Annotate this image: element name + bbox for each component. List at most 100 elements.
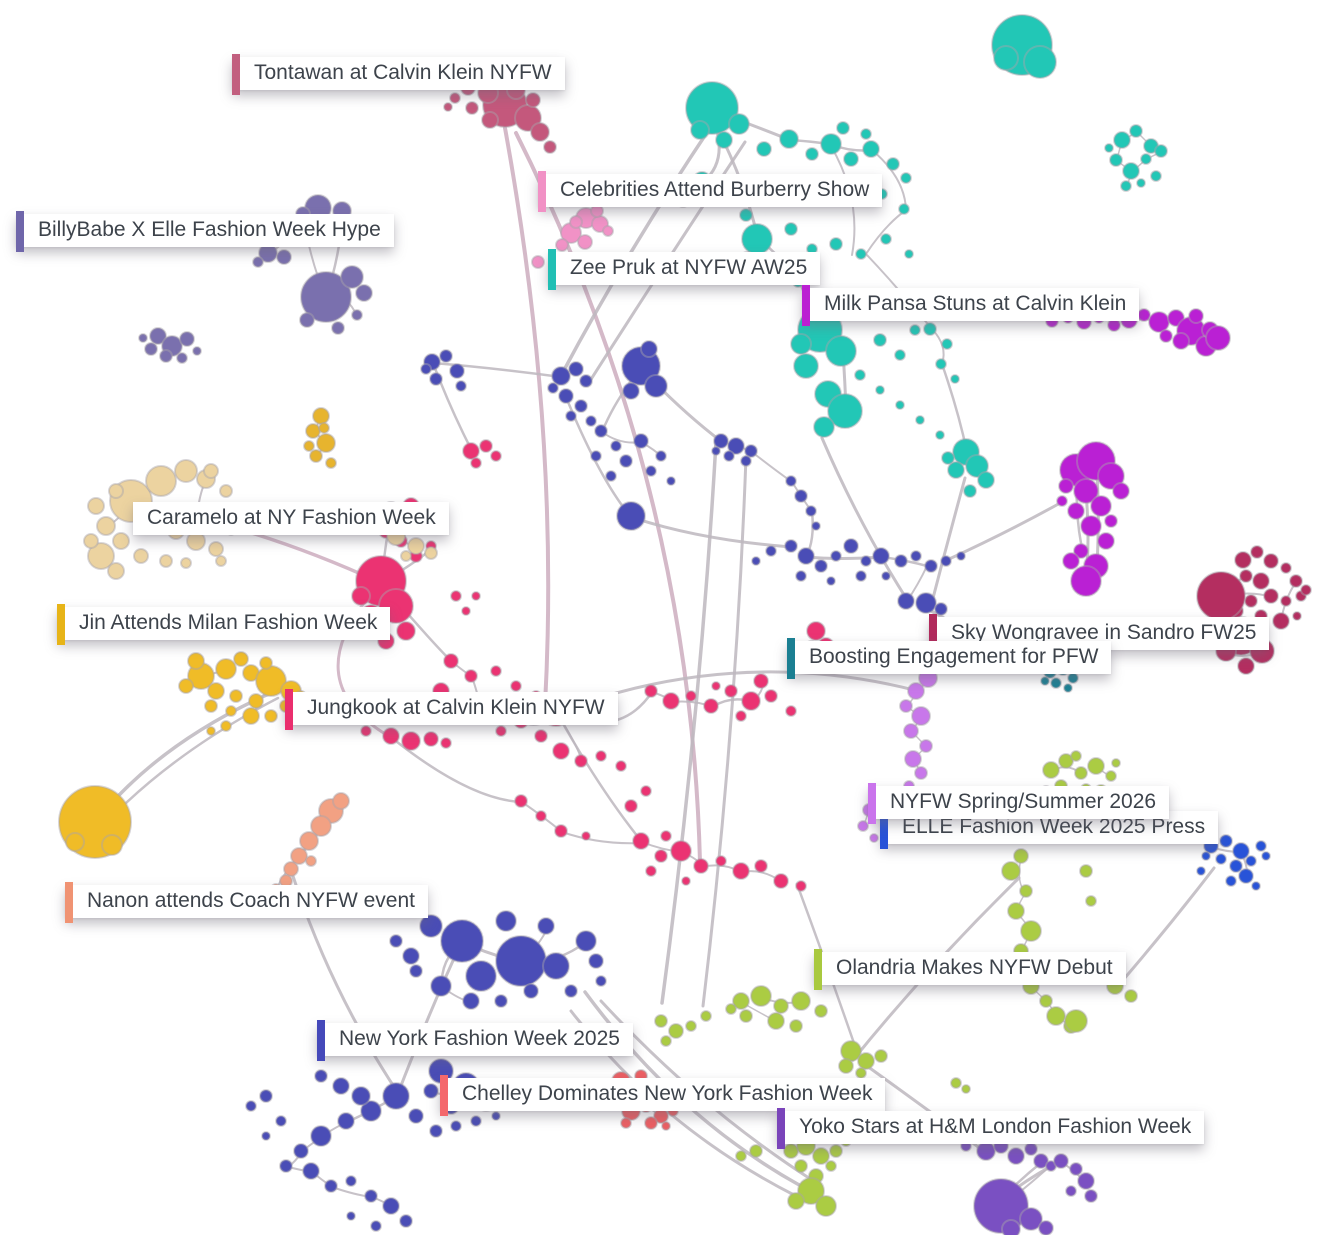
cluster-node[interactable] — [830, 550, 842, 562]
cluster-node[interactable] — [594, 424, 608, 438]
cluster-node[interactable] — [860, 128, 872, 140]
cluster-node[interactable] — [941, 338, 953, 350]
cluster-node[interactable] — [314, 1069, 328, 1083]
cluster-node[interactable] — [973, 1178, 1029, 1234]
cluster-node[interactable] — [1137, 308, 1151, 322]
cluster-node[interactable] — [1154, 144, 1168, 158]
cluster-node[interactable] — [440, 737, 452, 749]
cluster-node[interactable] — [555, 238, 569, 252]
cluster-node[interactable] — [797, 547, 815, 565]
cluster-node[interactable] — [462, 442, 480, 460]
cluster-node[interactable] — [275, 1115, 287, 1127]
cluster-node[interactable] — [1215, 853, 1227, 865]
cluster-node[interactable] — [65, 832, 85, 852]
cluster-node[interactable] — [1058, 753, 1074, 769]
cluster-node[interactable] — [855, 248, 867, 260]
cluster-node[interactable] — [215, 555, 227, 567]
cluster-node[interactable] — [1013, 848, 1029, 864]
cluster-node[interactable] — [204, 699, 218, 713]
cluster-node[interactable] — [903, 723, 919, 739]
cluster-node[interactable] — [909, 324, 921, 336]
cluster-node[interactable] — [1112, 482, 1130, 500]
cluster-node[interactable] — [644, 1116, 658, 1130]
cluster-node[interactable] — [1250, 545, 1264, 559]
cluster-node[interactable] — [552, 742, 570, 760]
cluster-node[interactable] — [784, 539, 798, 553]
cluster-node[interactable] — [904, 750, 922, 768]
cluster-node[interactable] — [725, 1003, 737, 1015]
cluster-node[interactable] — [715, 855, 727, 867]
cluster-node[interactable] — [965, 454, 989, 478]
cluster-node[interactable] — [1105, 770, 1117, 782]
cluster-node[interactable] — [159, 349, 173, 363]
cluster-node[interactable] — [208, 541, 224, 557]
cluster-node[interactable] — [382, 727, 400, 745]
cluster-node[interactable] — [1232, 842, 1250, 860]
cluster-node[interactable] — [660, 1035, 672, 1047]
cluster-node[interactable] — [364, 1189, 378, 1203]
cluster-node[interactable] — [101, 834, 123, 856]
cluster-node[interactable] — [107, 562, 125, 580]
cluster-node[interactable] — [407, 537, 425, 555]
cluster-node[interactable] — [820, 133, 842, 155]
cluster-node[interactable] — [836, 121, 850, 135]
cluster-node[interactable] — [283, 861, 299, 877]
cluster-node[interactable] — [681, 876, 691, 886]
cluster-node[interactable] — [450, 1120, 462, 1132]
cluster-node[interactable] — [735, 710, 747, 722]
cluster-node[interactable] — [811, 521, 821, 531]
cluster-node[interactable] — [654, 849, 668, 863]
cluster-node[interactable] — [749, 1144, 763, 1158]
cluster-node[interactable] — [149, 327, 167, 345]
cluster-node[interactable] — [595, 750, 607, 762]
cluster-node[interactable] — [219, 484, 233, 498]
cluster-node[interactable] — [1122, 162, 1140, 180]
cluster-node[interactable] — [790, 333, 812, 355]
cluster-node[interactable] — [1225, 875, 1237, 887]
cluster-node[interactable] — [534, 729, 548, 743]
cluster-node[interactable] — [874, 1049, 888, 1063]
cluster-node[interactable] — [178, 678, 194, 694]
cluster-node[interactable] — [814, 559, 828, 573]
cluster-node[interactable] — [795, 880, 807, 892]
cluster-node[interactable] — [1172, 332, 1190, 350]
cluster-node[interactable] — [1196, 571, 1246, 621]
cluster-node[interactable] — [899, 699, 913, 713]
cluster-node[interactable] — [1097, 532, 1115, 550]
cluster-node[interactable] — [661, 1121, 671, 1131]
cluster-node[interactable] — [1019, 884, 1033, 898]
cluster-node[interactable] — [581, 831, 591, 841]
cluster-node[interactable] — [875, 385, 885, 395]
cluster-node[interactable] — [514, 794, 528, 808]
cluster-node[interactable] — [424, 546, 438, 560]
cluster-yoko-purple[interactable] — [960, 1138, 1098, 1235]
cluster-node[interactable] — [1238, 868, 1254, 884]
cluster-node[interactable] — [261, 1131, 271, 1141]
cluster-node[interactable] — [1300, 584, 1312, 596]
cluster-node[interactable] — [481, 111, 499, 129]
cluster-node[interactable] — [470, 457, 482, 469]
cluster-node[interactable] — [495, 910, 517, 932]
cluster-node[interactable] — [814, 1004, 828, 1018]
cluster-node[interactable] — [666, 476, 676, 486]
cluster-node[interactable] — [87, 497, 105, 515]
cluster-node[interactable] — [402, 947, 420, 965]
cluster-node[interactable] — [229, 689, 243, 703]
cluster-node[interactable] — [1039, 994, 1053, 1008]
cluster-node[interactable] — [1159, 329, 1173, 343]
cluster-node[interactable] — [220, 720, 232, 732]
cluster-node[interactable] — [1077, 1172, 1095, 1190]
cluster-node[interactable] — [1019, 1207, 1043, 1231]
cluster-node[interactable] — [351, 586, 371, 606]
cluster-node[interactable] — [159, 554, 173, 568]
cluster-node[interactable] — [351, 309, 363, 321]
cluster-node[interactable] — [711, 681, 721, 691]
cluster-node[interactable] — [961, 1084, 971, 1094]
cluster-node[interactable] — [370, 1220, 382, 1232]
cluster-node[interactable] — [401, 731, 421, 751]
cluster-node[interactable] — [793, 353, 819, 379]
cluster-milkpansa-magenta[interactable] — [1045, 308, 1231, 597]
cluster-node[interactable] — [215, 658, 237, 680]
cluster-node[interactable] — [248, 693, 264, 709]
cluster-node[interactable] — [449, 92, 461, 104]
